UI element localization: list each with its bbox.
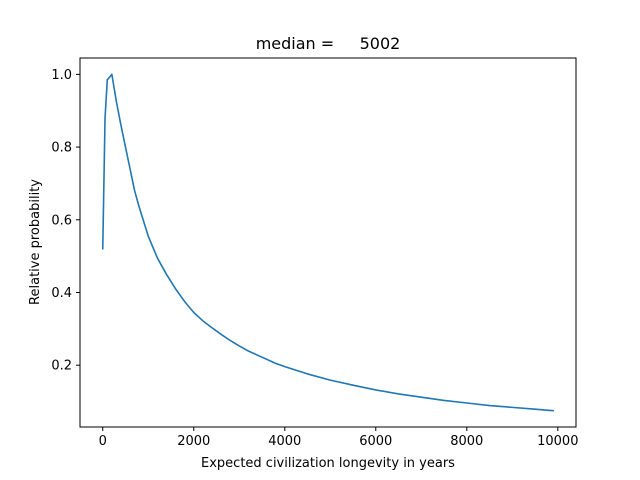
x-tick-label: 2000	[177, 434, 210, 449]
x-tick-label: 8000	[450, 434, 483, 449]
y-tick-label: 0.4	[51, 286, 72, 301]
y-tick-label: 1.0	[51, 68, 72, 83]
x-tick-label: 0	[99, 434, 107, 449]
x-axis-label: Expected civilization longevity in years	[201, 456, 455, 471]
y-tick-label: 0.6	[51, 213, 72, 228]
y-tick-label: 0.8	[51, 141, 72, 156]
x-tick-label: 10000	[537, 434, 578, 449]
y-axis-label: Relative probability	[28, 179, 43, 305]
plot-layer	[101, 73, 555, 412]
axes-frame	[79, 57, 577, 428]
y-tick-label: 0.2	[51, 359, 72, 374]
y-axis: 0.2 0.4 0.6 0.8 1.0	[51, 68, 80, 374]
x-tick-label: 4000	[268, 434, 301, 449]
series-line-0	[101, 73, 555, 412]
x-tick-label: 6000	[359, 434, 392, 449]
x-axis: 0 2000 4000 6000 8000 10000	[99, 427, 578, 449]
chart-title: median = 5002	[256, 34, 401, 53]
